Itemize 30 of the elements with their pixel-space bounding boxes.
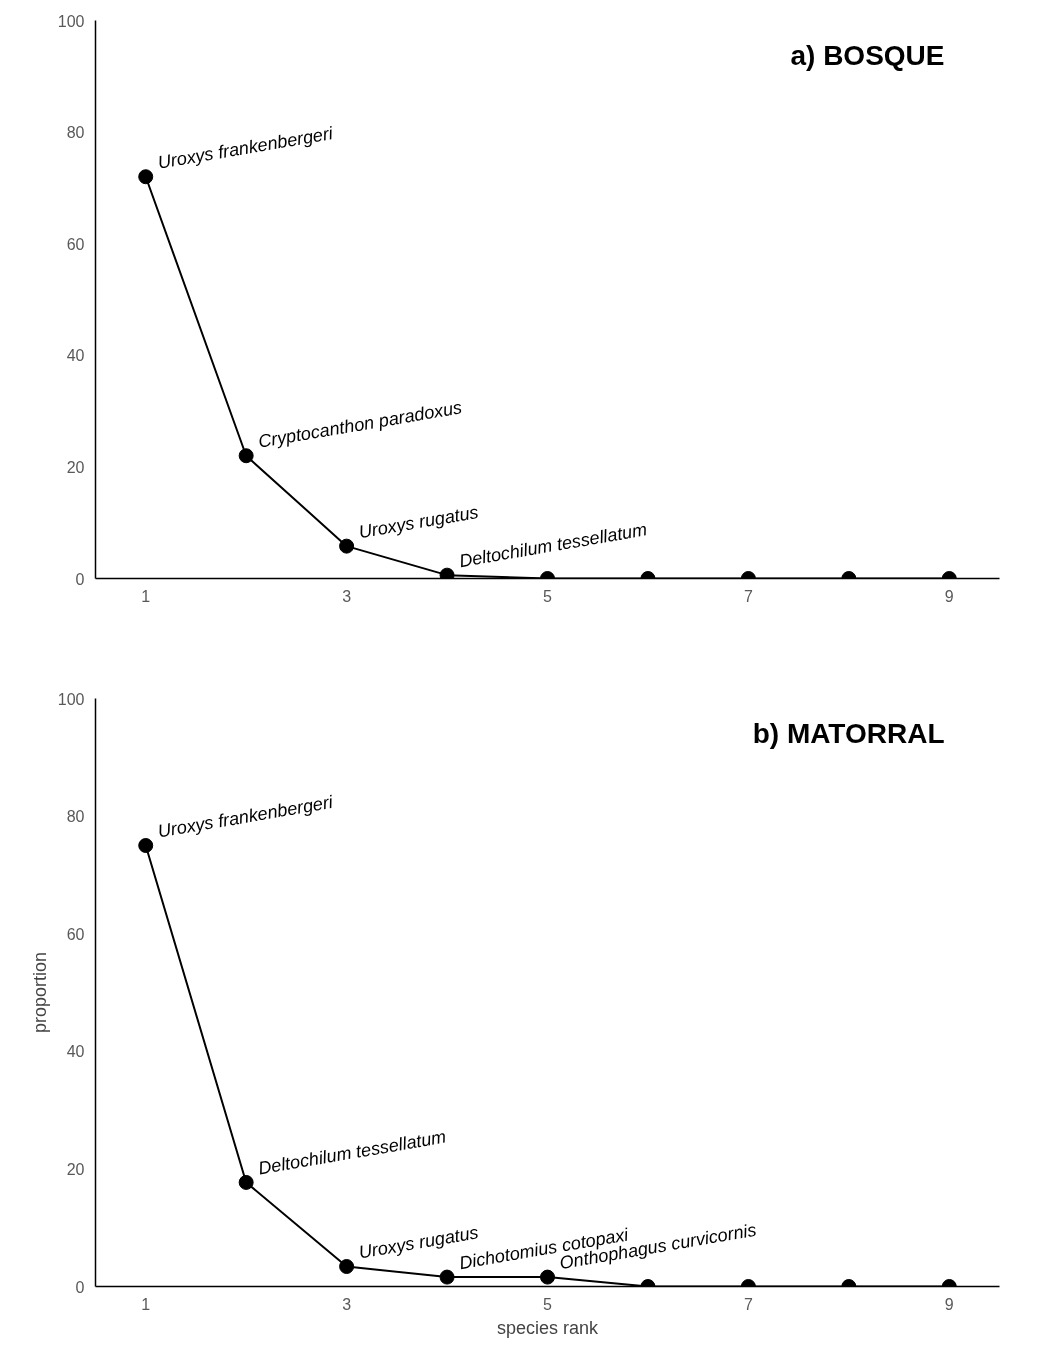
y-tick-label: 20 (66, 1160, 85, 1178)
y-tick-label: 40 (66, 1043, 85, 1061)
x-tick-label: 7 (743, 587, 753, 605)
y-tick-label: 80 (66, 808, 85, 826)
y-tick-label: 0 (75, 1278, 85, 1296)
x-tick-label: 3 (342, 587, 352, 605)
y-axis-title: proportion (29, 951, 50, 1034)
x-tick-label: 9 (944, 1295, 954, 1313)
x-tick-label: 1 (141, 1295, 151, 1313)
annotation: Deltochilum tessellatum (256, 1126, 448, 1179)
text: a) BOSQUE (790, 39, 945, 71)
y-tick-label: 80 (66, 124, 85, 142)
y-tick-label: 0 (75, 570, 85, 588)
y-tick-label: 100 (57, 12, 85, 30)
x-tick-label: 7 (743, 1295, 753, 1313)
x-tick-label: 5 (543, 1295, 553, 1313)
y-tick-label: 60 (66, 235, 85, 253)
annotation: Uroxys rugatus (357, 501, 480, 543)
x-tick-label: 1 (141, 587, 151, 605)
y-tick-label: 40 (66, 347, 85, 365)
x-tick-label: 3 (342, 1295, 352, 1313)
y-tick-label: 100 (57, 690, 85, 708)
y-tick-label: 20 (66, 458, 85, 476)
text: b) MATORRAL (752, 717, 945, 749)
y-tick-label: 60 (66, 925, 85, 943)
point (138, 169, 154, 185)
x-tick-label: 9 (944, 587, 954, 605)
x-tick-label: 5 (543, 587, 553, 605)
annotation: Cryptocanthon paradoxus (256, 397, 464, 452)
x-axis-title: species rank (496, 1317, 600, 1338)
